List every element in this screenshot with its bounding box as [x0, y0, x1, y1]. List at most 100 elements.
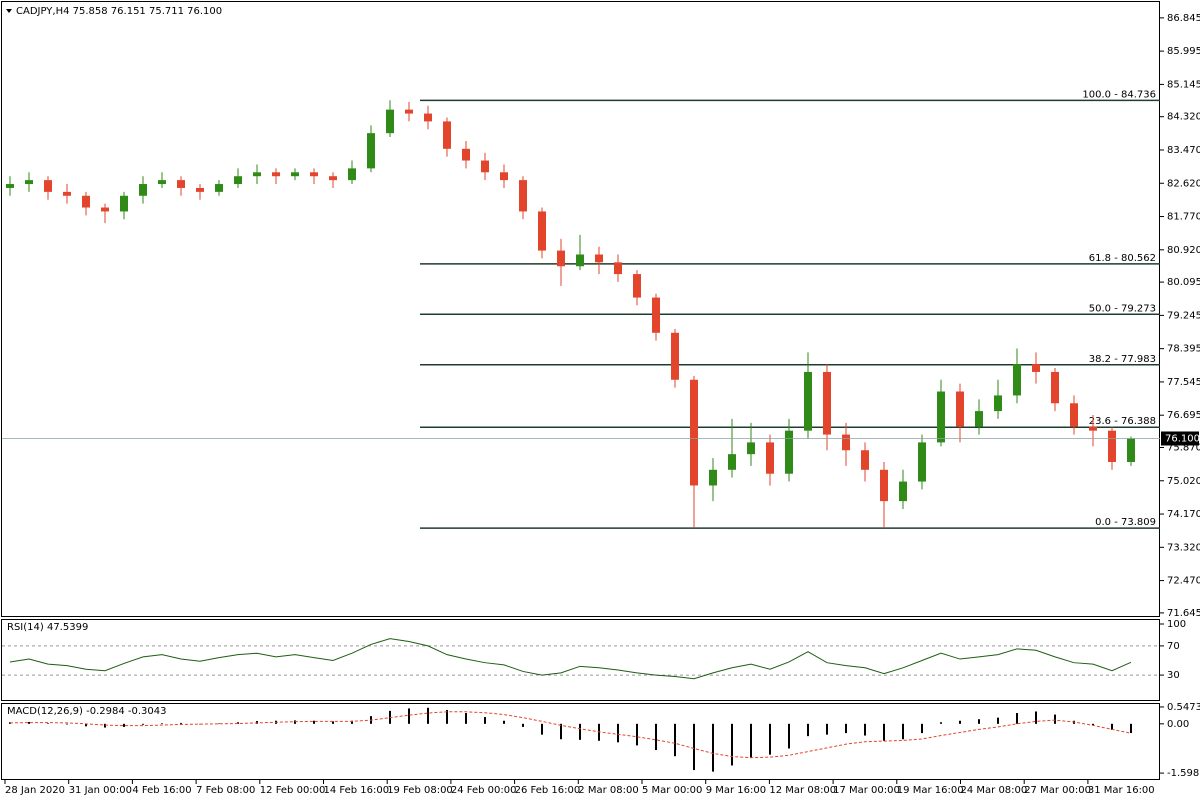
- y-tick-label: 83.470: [1167, 145, 1200, 156]
- x-tick-label: 19 Feb 08:00: [387, 785, 453, 796]
- y-tick-label: 79.245: [1167, 310, 1200, 321]
- candle-body: [880, 469, 888, 502]
- macd-bar: [237, 722, 239, 724]
- candle-body: [766, 442, 774, 474]
- candle-body: [1013, 364, 1021, 396]
- y-tick-label: 74.170: [1167, 509, 1200, 520]
- macd-bar: [541, 723, 543, 735]
- macd-panel: [1, 703, 1160, 780]
- macd-bar: [560, 723, 562, 740]
- candle-body: [500, 172, 508, 181]
- macd-bar: [807, 723, 809, 737]
- x-tick-label: 7 Feb 08:00: [196, 785, 255, 796]
- candle-body: [25, 180, 33, 185]
- x-tick-label: 17 Mar 00:00: [833, 785, 900, 796]
- candle-body: [120, 195, 128, 212]
- macd-bar: [617, 723, 619, 743]
- x-tick-label: 14 Feb 16:00: [324, 785, 390, 796]
- macd-bar: [579, 723, 581, 740]
- candle-body: [1127, 438, 1135, 462]
- candle-body: [310, 172, 318, 177]
- macd-bar: [104, 723, 106, 728]
- candle-body: [443, 121, 451, 149]
- fib-label: 100.0 - 84.736: [1082, 89, 1156, 100]
- candle-body: [994, 395, 1002, 412]
- candle-body: [215, 184, 223, 192]
- macd-bar: [636, 723, 638, 746]
- y-tick-label: 30: [1167, 670, 1180, 681]
- rsi-panel: [1, 619, 1160, 701]
- candle-body: [538, 211, 546, 251]
- candle-body: [1108, 430, 1116, 462]
- current-price-label: 76.100: [1165, 433, 1200, 444]
- x-tick-label: 19 Mar 16:00: [897, 785, 964, 796]
- macd-bar: [845, 723, 847, 734]
- candle-body: [253, 172, 261, 177]
- x-tick-label: 4 Feb 16:00: [132, 785, 191, 796]
- macd-bar: [959, 720, 961, 724]
- x-tick-label: 31 Jan 00:00: [69, 785, 132, 796]
- candle-body: [101, 207, 109, 212]
- candle-body: [424, 113, 432, 122]
- macd-bar: [180, 722, 182, 724]
- fib-label: 0.0 - 73.809: [1095, 517, 1156, 528]
- candle-body: [177, 180, 185, 188]
- macd-bar: [788, 723, 790, 749]
- candle-body: [348, 168, 356, 181]
- x-tick-label: 26 Feb 16:00: [515, 785, 581, 796]
- candle-body: [291, 172, 299, 177]
- macd-bar: [161, 723, 163, 724]
- macd-bar: [1130, 723, 1132, 734]
- macd-bar: [85, 723, 87, 727]
- candle-body: [82, 195, 90, 208]
- candle-body: [595, 254, 603, 263]
- fib-label: 61.8 - 80.562: [1089, 253, 1156, 264]
- candle-body: [633, 274, 641, 298]
- candle-body: [386, 109, 394, 134]
- macd-bar: [66, 723, 68, 725]
- candle-body: [196, 187, 204, 192]
- y-tick-label: 71.645: [1167, 608, 1200, 619]
- macd-bar: [47, 723, 49, 724]
- macd-bar: [1054, 714, 1056, 724]
- candle-body: [405, 109, 413, 114]
- candle-body: [1089, 426, 1097, 431]
- macd-bar: [351, 720, 353, 724]
- macd-bar: [693, 723, 695, 771]
- candle-body: [481, 160, 489, 173]
- fib-label: 50.0 - 79.273: [1089, 303, 1156, 314]
- macd-bar: [826, 723, 828, 735]
- candle-body: [139, 184, 147, 196]
- x-tick-label: 24 Mar 08:00: [961, 785, 1028, 796]
- candle-body: [842, 434, 850, 451]
- macd-bar: [313, 720, 315, 724]
- y-tick-label: 70: [1167, 641, 1180, 652]
- macd-bar: [940, 722, 942, 724]
- y-tick-label: 86.845: [1167, 13, 1200, 24]
- candle-body: [861, 450, 869, 470]
- price-panel: [1, 1, 1160, 617]
- y-tick-label: 77.545: [1167, 377, 1200, 388]
- macd-bar: [864, 723, 866, 736]
- rsi-line: [9, 638, 1132, 680]
- current-price-box: [1161, 431, 1199, 446]
- candle-body: [728, 454, 736, 470]
- y-tick-label: 85.145: [1167, 79, 1200, 90]
- x-tick-label: 12 Mar 08:00: [769, 785, 836, 796]
- y-tick-label: 76.695: [1167, 410, 1200, 421]
- macd-bar: [1016, 713, 1018, 724]
- macd-bar: [769, 723, 771, 755]
- y-tick-label: 84.320: [1167, 112, 1200, 123]
- x-tick-label: 31 Mar 16:00: [1088, 785, 1155, 796]
- y-tick-label: 78.395: [1167, 344, 1200, 355]
- macd-bar: [9, 722, 11, 724]
- candle-body: [899, 481, 907, 502]
- y-tick-label: 75.870: [1167, 442, 1200, 453]
- x-tick-label: 2 Mar 08:00: [578, 785, 638, 796]
- candle-body: [1032, 364, 1040, 372]
- candle-body: [823, 371, 831, 435]
- macd-bar: [1035, 711, 1037, 724]
- macd-bar: [902, 723, 904, 740]
- y-tick-label: 0.00: [1167, 719, 1189, 730]
